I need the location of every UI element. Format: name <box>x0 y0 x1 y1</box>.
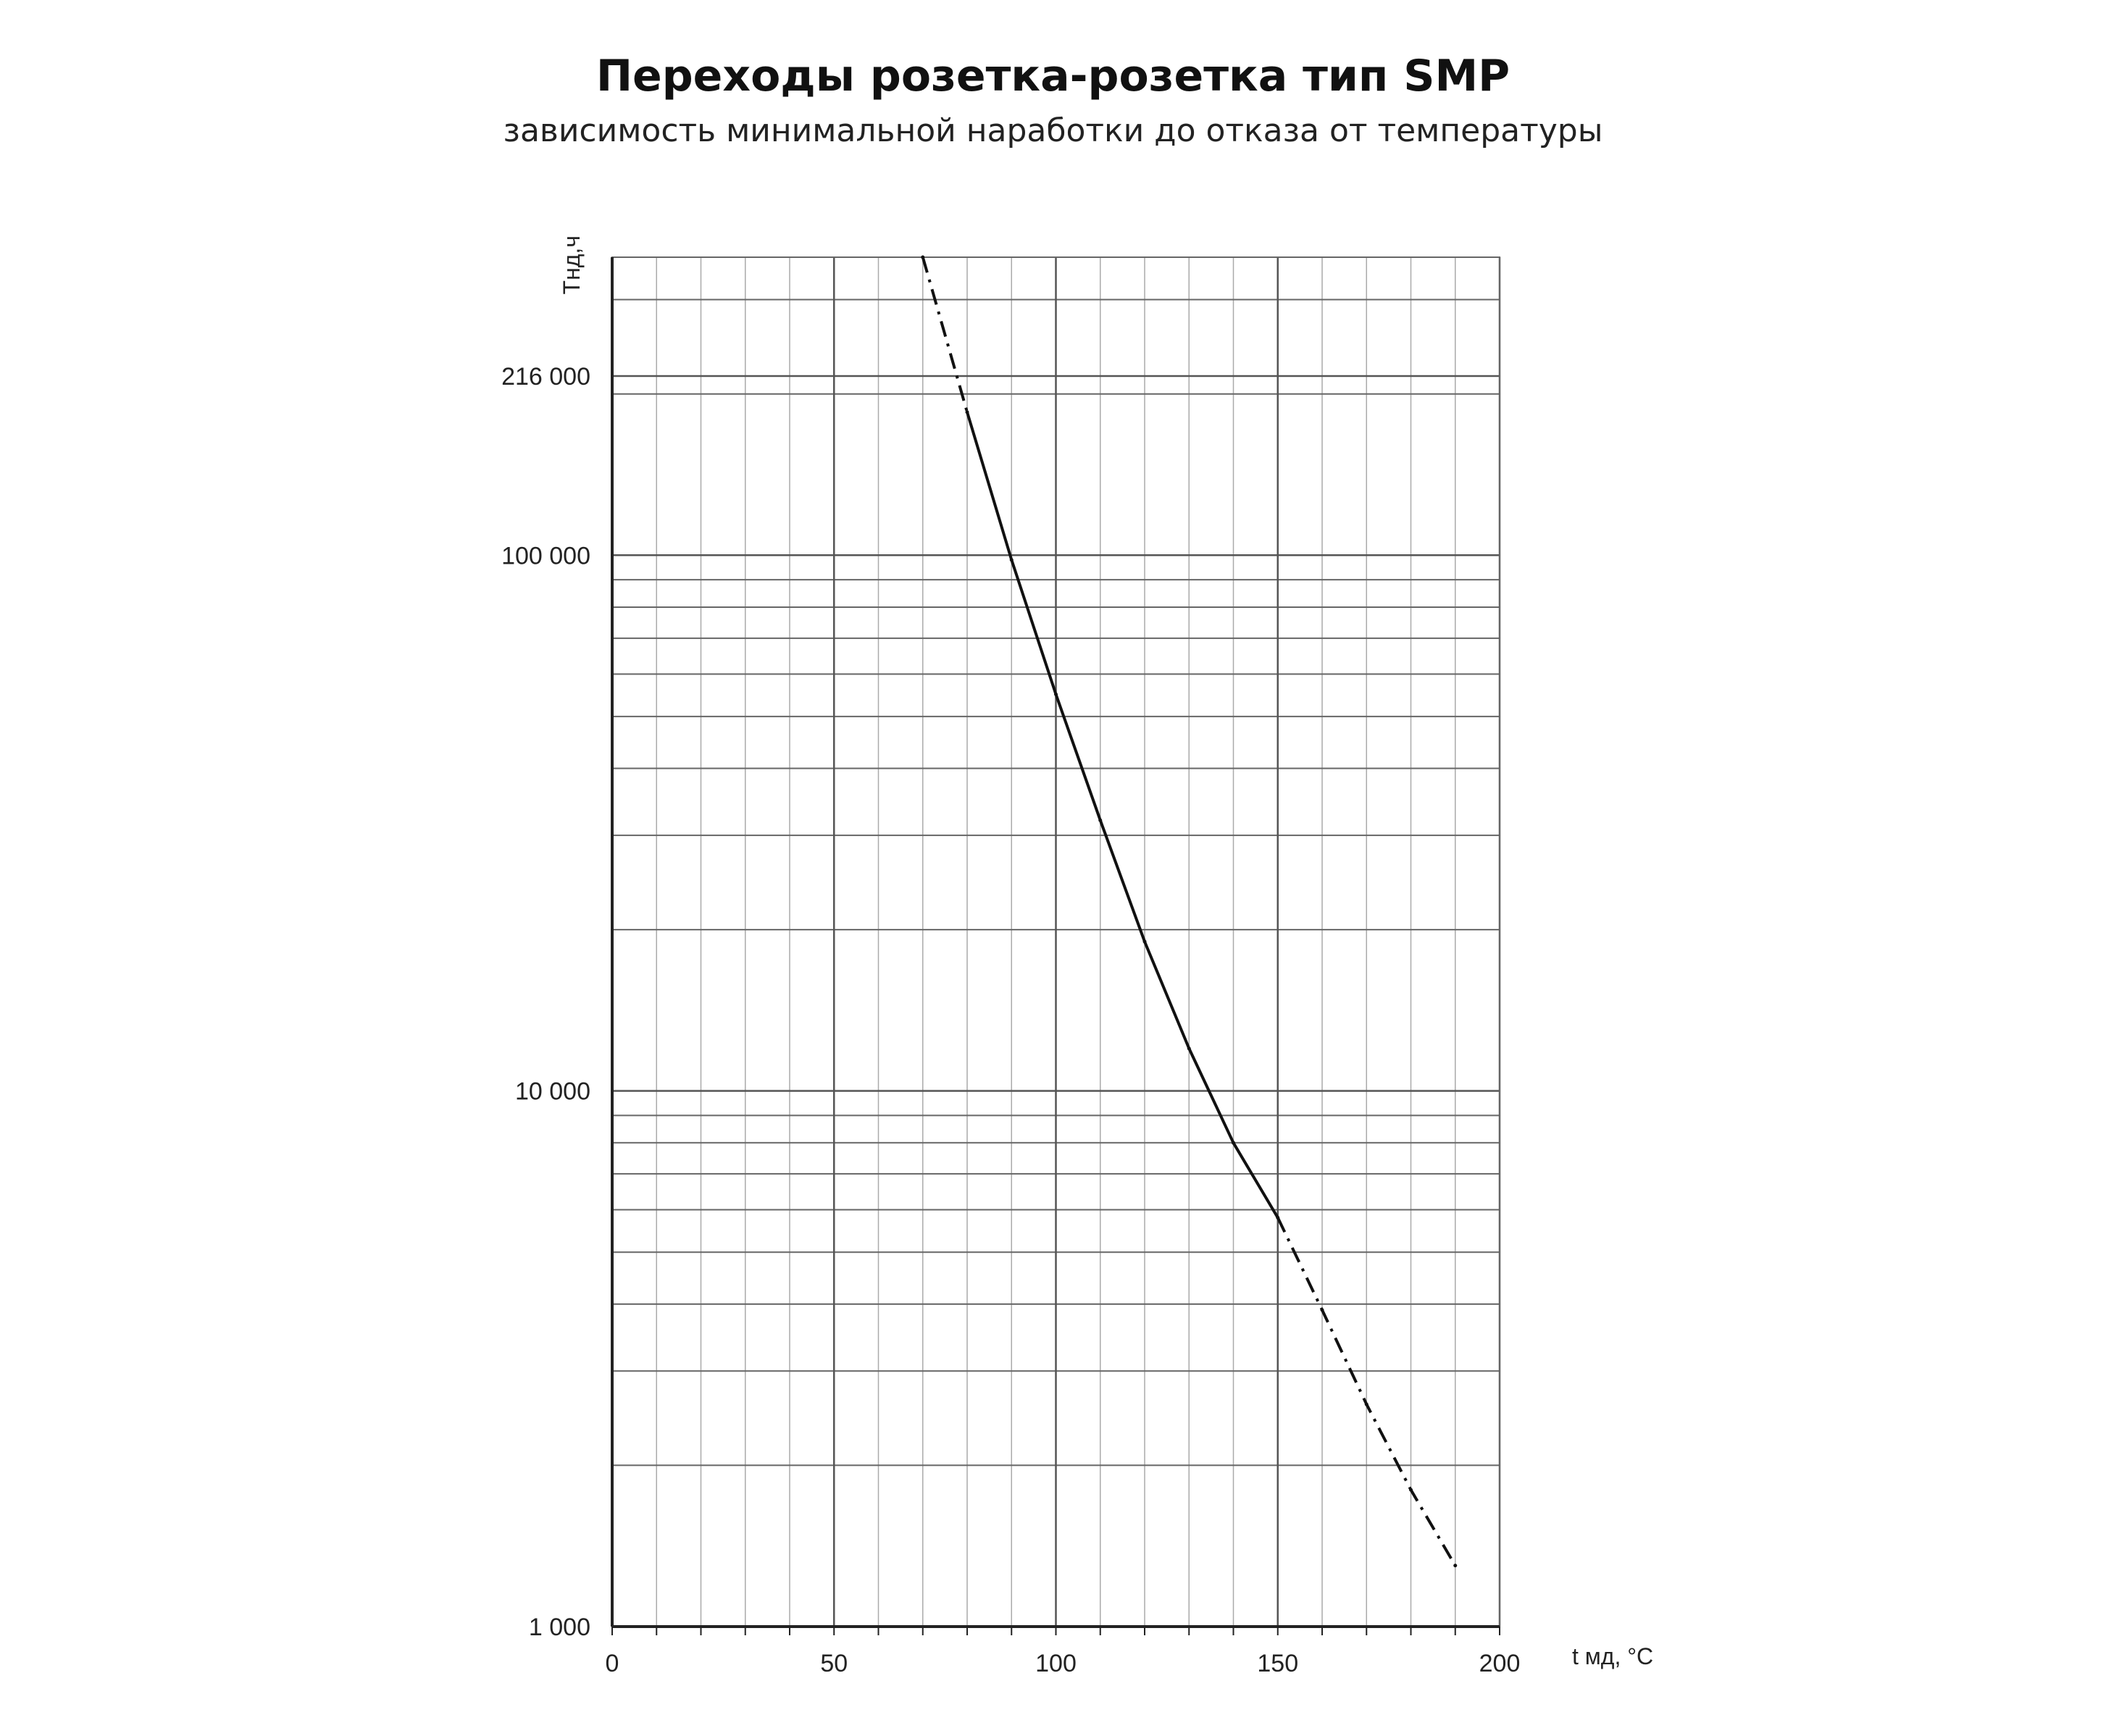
data-point <box>1098 818 1103 822</box>
data-point <box>1009 558 1014 562</box>
data-point <box>921 255 925 259</box>
x-tick-label: 200 <box>1479 1650 1521 1677</box>
data-point <box>1320 1308 1324 1312</box>
data-point <box>1187 1046 1191 1051</box>
y-tick-label: 1 000 <box>529 1614 590 1641</box>
chart-title: Переходы розетка-розетка тип SMP <box>596 51 1510 101</box>
y-axis-label: Tнд,ч <box>559 235 585 294</box>
x-tick-label: 150 <box>1257 1650 1298 1677</box>
x-tick-label: 50 <box>820 1650 848 1677</box>
data-point <box>1409 1487 1413 1492</box>
x-axis-label: t мд, °C <box>1572 1643 1653 1669</box>
series-line-dashed <box>921 256 969 413</box>
data-point <box>1054 692 1058 696</box>
x-tick-label: 0 <box>606 1650 619 1677</box>
series <box>921 255 1458 1568</box>
chart-subtitle: зависимость минимальной наработки до отк… <box>503 112 1603 149</box>
labels: 0 50 100 150 200 1 000 10 000 100 000 216 000 t м… <box>501 235 1653 1677</box>
data-point <box>1232 1140 1235 1145</box>
x-tick-label: 100 <box>1035 1650 1077 1677</box>
data-point <box>1276 1216 1280 1220</box>
data-point <box>965 410 969 414</box>
y-tick-label: 10 000 <box>515 1078 590 1106</box>
y-tick-label: 216 000 <box>501 363 590 391</box>
series-line-solid <box>966 412 1279 1219</box>
data-point <box>1453 1564 1458 1568</box>
data-point <box>1142 940 1147 944</box>
ticks <box>611 1627 1500 1635</box>
y-tick-label: 100 000 <box>501 542 590 569</box>
data-point <box>1364 1402 1369 1406</box>
